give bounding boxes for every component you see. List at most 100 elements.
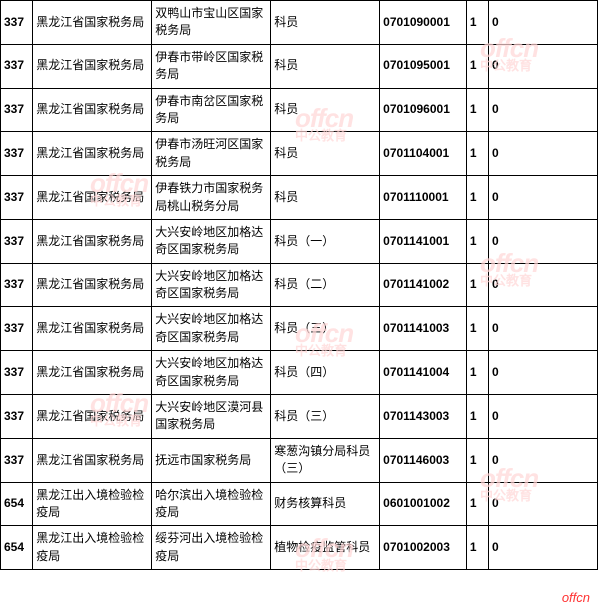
cell-office: 大兴安岭地区加格达奇区国家税务局	[152, 263, 271, 307]
cell-n2: 0	[489, 1, 598, 45]
cell-dept: 黑龙江出入境检验检疫局	[33, 526, 152, 570]
cell-code: 337	[1, 1, 33, 45]
cell-postcode: 0601001002	[380, 482, 467, 526]
cell-postcode: 0701104001	[380, 132, 467, 176]
cell-n1: 1	[466, 88, 488, 132]
table-row: 337黑龙江省国家税务局抚远市国家税务局寒葱沟镇分局科员（三）070114600…	[1, 438, 598, 482]
cell-post: 科员	[271, 176, 380, 220]
table-row: 337黑龙江省国家税务局伊春市南岔区国家税务局科员070109600110	[1, 88, 598, 132]
cell-n1: 1	[466, 219, 488, 263]
cell-office: 伊春市南岔区国家税务局	[152, 88, 271, 132]
cell-office: 伊春铁力市国家税务局桃山税务分局	[152, 176, 271, 220]
cell-n1: 1	[466, 395, 488, 439]
cell-postcode: 0701110001	[380, 176, 467, 220]
cell-post: 财务核算科员	[271, 482, 380, 526]
cell-code: 337	[1, 438, 33, 482]
table-row: 654黑龙江出入境检验检疫局绥芬河出入境检验检疫局植物检疫监管科员0701002…	[1, 526, 598, 570]
cell-post: 寒葱沟镇分局科员（三）	[271, 438, 380, 482]
cell-n2: 0	[489, 351, 598, 395]
cell-code: 654	[1, 482, 33, 526]
cell-dept: 黑龙江省国家税务局	[33, 395, 152, 439]
table-body: 337黑龙江省国家税务局双鸭山市宝山区国家税务局科员07010900011033…	[1, 1, 598, 570]
cell-post: 科员（四）	[271, 351, 380, 395]
cell-postcode: 0701095001	[380, 44, 467, 88]
cell-office: 大兴安岭地区加格达奇区国家税务局	[152, 307, 271, 351]
cell-code: 337	[1, 44, 33, 88]
cell-n2: 0	[489, 219, 598, 263]
cell-office: 大兴安岭地区漠河县国家税务局	[152, 395, 271, 439]
cell-n1: 1	[466, 263, 488, 307]
cell-n1: 1	[466, 438, 488, 482]
cell-code: 654	[1, 526, 33, 570]
cell-office: 大兴安岭地区加格达奇区国家税务局	[152, 219, 271, 263]
cell-postcode: 0701146003	[380, 438, 467, 482]
table-row: 337黑龙江省国家税务局大兴安岭地区加格达奇区国家税务局科员（一）0701141…	[1, 219, 598, 263]
cell-n1: 1	[466, 526, 488, 570]
cell-dept: 黑龙江省国家税务局	[33, 176, 152, 220]
cell-post: 科员（三）	[271, 307, 380, 351]
cell-postcode: 0701141003	[380, 307, 467, 351]
cell-office: 绥芬河出入境检验检疫局	[152, 526, 271, 570]
table-row: 337黑龙江省国家税务局伊春市带岭区国家税务局科员070109500110	[1, 44, 598, 88]
cell-postcode: 0701141002	[380, 263, 467, 307]
data-table: 337黑龙江省国家税务局双鸭山市宝山区国家税务局科员07010900011033…	[0, 0, 598, 570]
cell-dept: 黑龙江省国家税务局	[33, 88, 152, 132]
cell-post: 科员	[271, 132, 380, 176]
footer-watermark: offcn	[562, 590, 590, 605]
cell-office: 双鸭山市宝山区国家税务局	[152, 1, 271, 45]
table-row: 337黑龙江省国家税务局大兴安岭地区漠河县国家税务局科员（三）070114300…	[1, 395, 598, 439]
cell-office: 抚远市国家税务局	[152, 438, 271, 482]
table-row: 337黑龙江省国家税务局大兴安岭地区加格达奇区国家税务局科员（三）0701141…	[1, 307, 598, 351]
cell-n2: 0	[489, 438, 598, 482]
cell-postcode: 0701141004	[380, 351, 467, 395]
table-row: 337黑龙江省国家税务局大兴安岭地区加格达奇区国家税务局科员（四）0701141…	[1, 351, 598, 395]
cell-n2: 0	[489, 307, 598, 351]
cell-office: 大兴安岭地区加格达奇区国家税务局	[152, 351, 271, 395]
cell-post: 科员	[271, 44, 380, 88]
cell-n1: 1	[466, 44, 488, 88]
cell-postcode: 0701090001	[380, 1, 467, 45]
cell-post: 科员（一）	[271, 219, 380, 263]
cell-n2: 0	[489, 263, 598, 307]
cell-code: 337	[1, 307, 33, 351]
cell-code: 337	[1, 351, 33, 395]
cell-code: 337	[1, 263, 33, 307]
cell-n2: 0	[489, 395, 598, 439]
cell-n2: 0	[489, 526, 598, 570]
cell-n1: 1	[466, 132, 488, 176]
cell-post: 科员（二）	[271, 263, 380, 307]
cell-postcode: 0701002003	[380, 526, 467, 570]
cell-n2: 0	[489, 482, 598, 526]
cell-code: 337	[1, 395, 33, 439]
page-wrapper: { "table": { "col_widths_px": [32,118,11…	[0, 0, 598, 570]
cell-code: 337	[1, 176, 33, 220]
cell-n1: 1	[466, 307, 488, 351]
cell-dept: 黑龙江省国家税务局	[33, 219, 152, 263]
cell-post: 科员（三）	[271, 395, 380, 439]
table-row: 337黑龙江省国家税务局伊春铁力市国家税务局桃山税务分局科员0701110001…	[1, 176, 598, 220]
cell-code: 337	[1, 88, 33, 132]
cell-n1: 1	[466, 482, 488, 526]
cell-dept: 黑龙江省国家税务局	[33, 44, 152, 88]
cell-dept: 黑龙江省国家税务局	[33, 351, 152, 395]
cell-dept: 黑龙江省国家税务局	[33, 438, 152, 482]
cell-dept: 黑龙江省国家税务局	[33, 1, 152, 45]
table-row: 337黑龙江省国家税务局双鸭山市宝山区国家税务局科员070109000110	[1, 1, 598, 45]
cell-n1: 1	[466, 1, 488, 45]
cell-n2: 0	[489, 176, 598, 220]
cell-n2: 0	[489, 132, 598, 176]
cell-code: 337	[1, 132, 33, 176]
cell-postcode: 0701096001	[380, 88, 467, 132]
table-row: 337黑龙江省国家税务局大兴安岭地区加格达奇区国家税务局科员（二）0701141…	[1, 263, 598, 307]
cell-post: 科员	[271, 1, 380, 45]
cell-n1: 1	[466, 176, 488, 220]
cell-n2: 0	[489, 88, 598, 132]
cell-office: 伊春市带岭区国家税务局	[152, 44, 271, 88]
cell-n1: 1	[466, 351, 488, 395]
cell-office: 伊春市汤旺河区国家税务局	[152, 132, 271, 176]
cell-dept: 黑龙江省国家税务局	[33, 263, 152, 307]
cell-postcode: 0701143003	[380, 395, 467, 439]
cell-post: 植物检疫监管科员	[271, 526, 380, 570]
cell-postcode: 0701141001	[380, 219, 467, 263]
cell-dept: 黑龙江省国家税务局	[33, 307, 152, 351]
